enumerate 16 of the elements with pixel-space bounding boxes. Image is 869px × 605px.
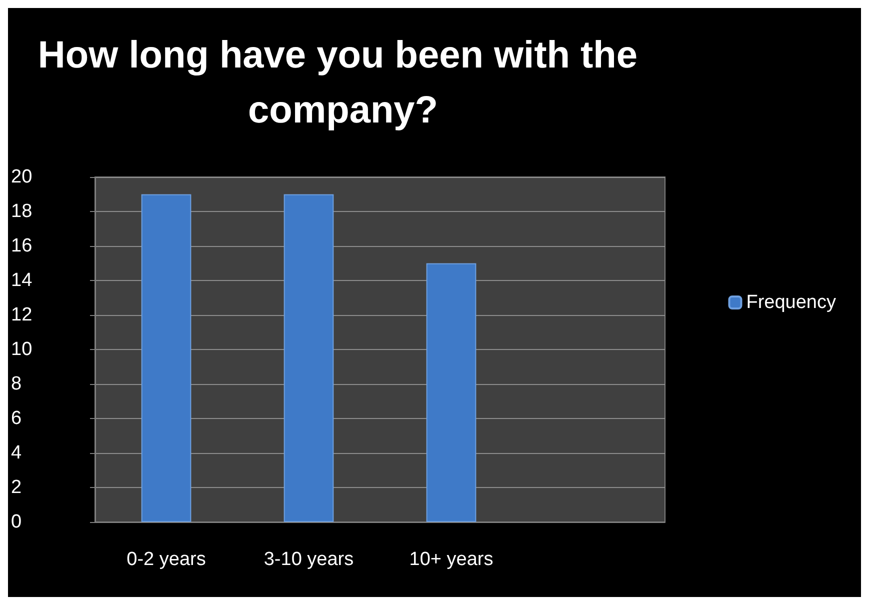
y-tick-label: 4 xyxy=(11,442,22,464)
chart-title: How long have you been with the company? xyxy=(38,34,648,132)
y-tick-label: 10 xyxy=(11,339,32,360)
y-tick-label: 2 xyxy=(11,477,22,498)
y-tick-label: 20 xyxy=(11,166,32,188)
y-tick-label: 14 xyxy=(11,270,33,291)
y-tick-label: 8 xyxy=(11,374,22,394)
legend-label: Frequency xyxy=(746,292,836,313)
y-tick-label: 0 xyxy=(11,512,22,532)
x-tick-label: 10+ years xyxy=(409,549,494,570)
y-tick-label: 18 xyxy=(11,201,32,222)
y-tick-label: 12 xyxy=(11,304,32,326)
x-tick-label: 3-10 years xyxy=(264,549,354,570)
x-tick-label: 0-2 years xyxy=(126,549,206,570)
y-tick-label: 16 xyxy=(11,236,32,256)
y-tick-label: 6 xyxy=(11,408,22,429)
